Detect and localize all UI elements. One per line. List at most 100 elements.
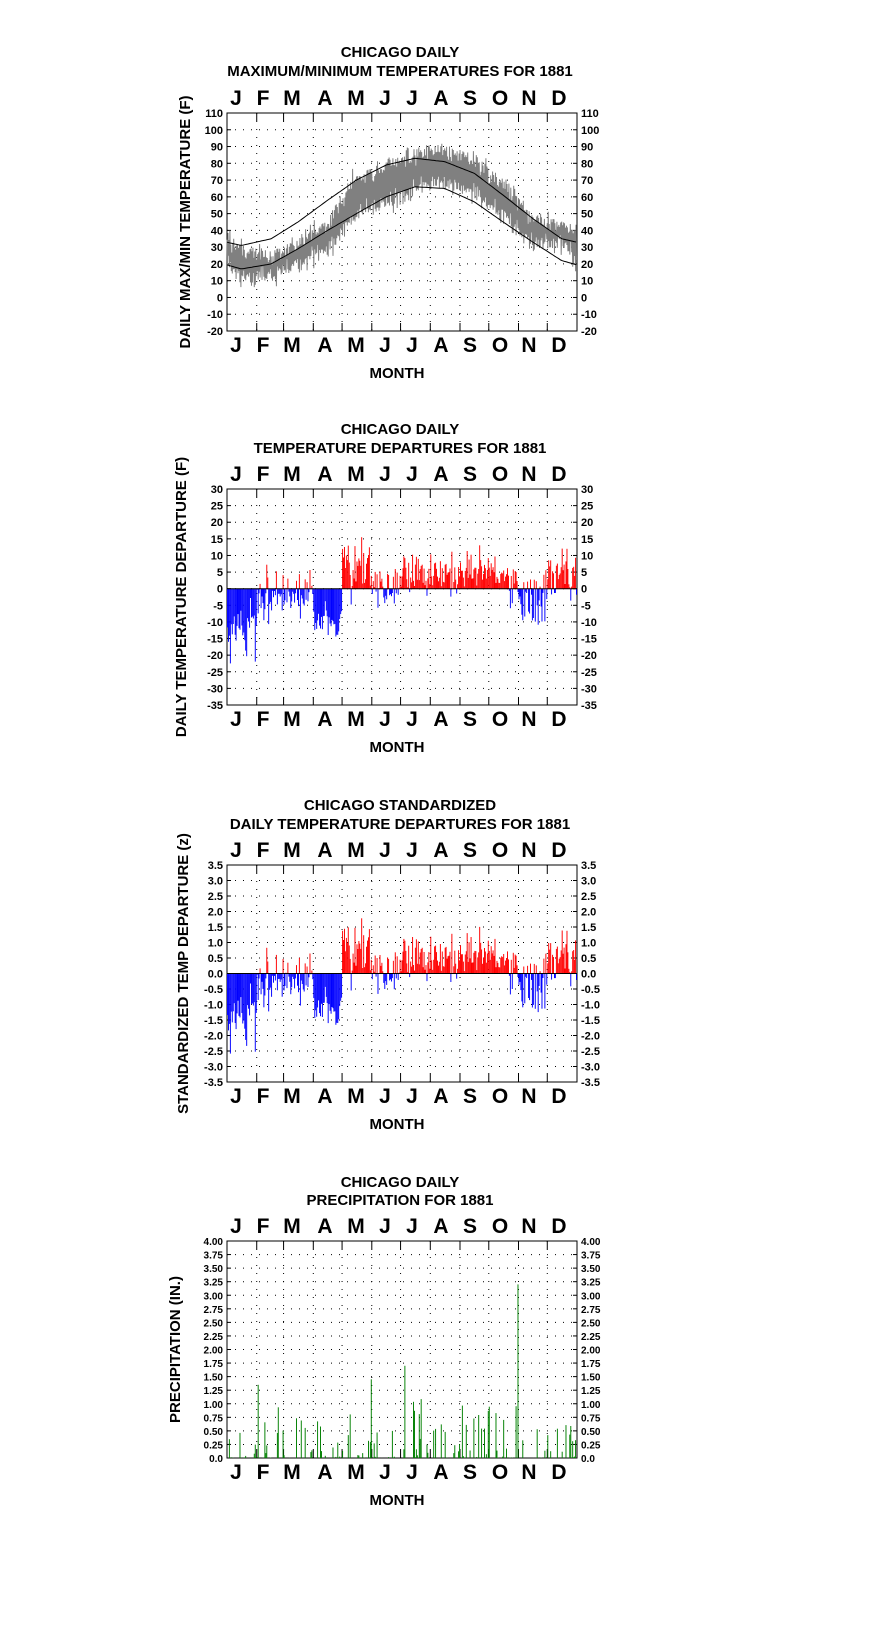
departure-bar-negative <box>290 973 292 995</box>
departure-bar-negative <box>268 588 270 625</box>
departure-bar-negative <box>252 588 254 619</box>
departure-bar-negative <box>246 973 248 1046</box>
departure-bar-positive <box>367 940 368 974</box>
departure-bar-negative <box>286 973 288 989</box>
departure-bar-negative <box>257 588 259 614</box>
departure-bar-positive <box>484 564 485 589</box>
departure-bar-positive <box>344 547 345 589</box>
departure-bar-positive <box>419 952 421 974</box>
month-label-bottom: S <box>463 1461 477 1484</box>
departure-bar-positive <box>342 548 344 589</box>
departure-bar-positive <box>402 951 404 974</box>
departure-bar-negative <box>391 973 392 982</box>
departure-bar-positive <box>491 569 493 589</box>
y-tick-label-right: 30 <box>581 484 593 496</box>
departure-bar-negative <box>317 973 319 1008</box>
departure-bar-positive <box>418 964 420 974</box>
departure-bar-negative <box>391 973 393 979</box>
precip-bar <box>320 1426 321 1458</box>
departure-bar-positive <box>422 967 424 974</box>
departure-bar-positive <box>304 963 306 974</box>
departure-bar-positive <box>473 569 475 589</box>
departure-bar-negative <box>519 588 521 597</box>
departure-bar-positive <box>345 555 347 589</box>
departure-bar-negative <box>228 973 229 1031</box>
departure-bar-negative <box>258 588 260 594</box>
departure-bar-positive <box>367 558 368 589</box>
departure-bar-negative <box>247 973 249 1006</box>
precip-bar <box>487 1410 489 1458</box>
departure-bar-negative <box>269 588 271 604</box>
departure-bar-negative <box>518 973 520 985</box>
x-axis-label: MONTH <box>370 365 425 382</box>
y-tick-label-left: 0 <box>217 292 223 304</box>
departure-bar-positive <box>572 567 574 589</box>
departure-bar-negative <box>334 588 336 624</box>
departure-bar-positive <box>298 574 300 589</box>
departure-bar-positive <box>566 548 568 589</box>
precip-bar <box>342 1450 344 1458</box>
departure-bar-negative <box>544 973 546 1009</box>
y-tick-label-right: 90 <box>581 142 593 154</box>
month-label-top: J <box>379 463 391 486</box>
departure-bar-positive <box>362 583 364 589</box>
y-tick-label-right: 2.50 <box>581 1318 601 1329</box>
departure-bar-positive <box>349 575 351 589</box>
departure-bar-negative <box>251 973 252 1005</box>
departure-bar-positive <box>431 576 433 589</box>
departure-bar-positive <box>557 579 559 589</box>
month-label-bottom: O <box>492 1461 508 1484</box>
month-label-top: J <box>230 463 242 486</box>
departure-bar-positive <box>379 571 381 589</box>
precip-bar <box>481 1428 483 1458</box>
departure-bar-negative <box>276 973 278 991</box>
departure-bar-negative <box>229 973 231 1054</box>
departure-bar-positive <box>436 952 437 974</box>
departure-bar-positive <box>454 950 456 974</box>
departure-bar-positive <box>374 955 376 974</box>
departure-bar-positive <box>469 574 471 589</box>
departure-bar-negative <box>508 588 510 591</box>
precip-bar <box>277 1407 279 1458</box>
departure-bar-positive <box>366 946 367 974</box>
month-label-top: J <box>230 839 242 862</box>
precip-bar <box>239 1432 241 1458</box>
departure-bar-positive <box>266 564 268 589</box>
departure-bar-positive <box>311 585 313 589</box>
precip-bar <box>362 1453 364 1458</box>
departure-bar-positive <box>404 558 406 589</box>
departure-bar-positive <box>499 967 501 974</box>
departure-bar-negative <box>509 973 511 995</box>
departure-bar-positive <box>515 955 517 974</box>
departure-bar-positive <box>459 576 461 589</box>
month-label-bottom: O <box>492 708 508 731</box>
departure-bar-negative <box>324 973 326 987</box>
departure-bar-negative <box>292 973 294 977</box>
month-label-top: M <box>283 87 301 110</box>
departure-bar-negative <box>228 588 229 642</box>
departure-bar-negative <box>284 973 286 986</box>
departure-bar-negative <box>531 588 532 595</box>
departure-bar-positive <box>447 572 449 589</box>
y-tick-label-right: 20 <box>581 517 593 529</box>
precip-bar <box>550 1451 552 1458</box>
departure-bar-positive <box>470 554 472 589</box>
departure-bar-negative <box>230 588 232 625</box>
departure-bar-positive <box>558 574 560 589</box>
departure-bar-positive <box>463 971 465 974</box>
departure-bar-positive <box>434 563 436 589</box>
departure-bar-positive <box>401 960 403 974</box>
departure-bar-negative <box>281 588 283 611</box>
departure-bar-negative <box>249 973 251 1016</box>
departure-bar-positive <box>373 587 375 589</box>
departure-bar-negative <box>336 973 338 1023</box>
departure-bar-positive <box>400 971 402 974</box>
departure-bar-negative <box>375 588 377 592</box>
departure-bar-positive <box>461 570 462 589</box>
departure-bar-negative <box>335 973 337 1025</box>
y-tick-label-right: -3.5 <box>581 1077 600 1089</box>
departure-bar-negative <box>238 588 240 629</box>
month-label-bottom: N <box>521 1085 536 1108</box>
departure-bar-positive <box>382 971 384 974</box>
y-axis-label: PRECIPITATION (IN.) <box>167 1276 184 1423</box>
